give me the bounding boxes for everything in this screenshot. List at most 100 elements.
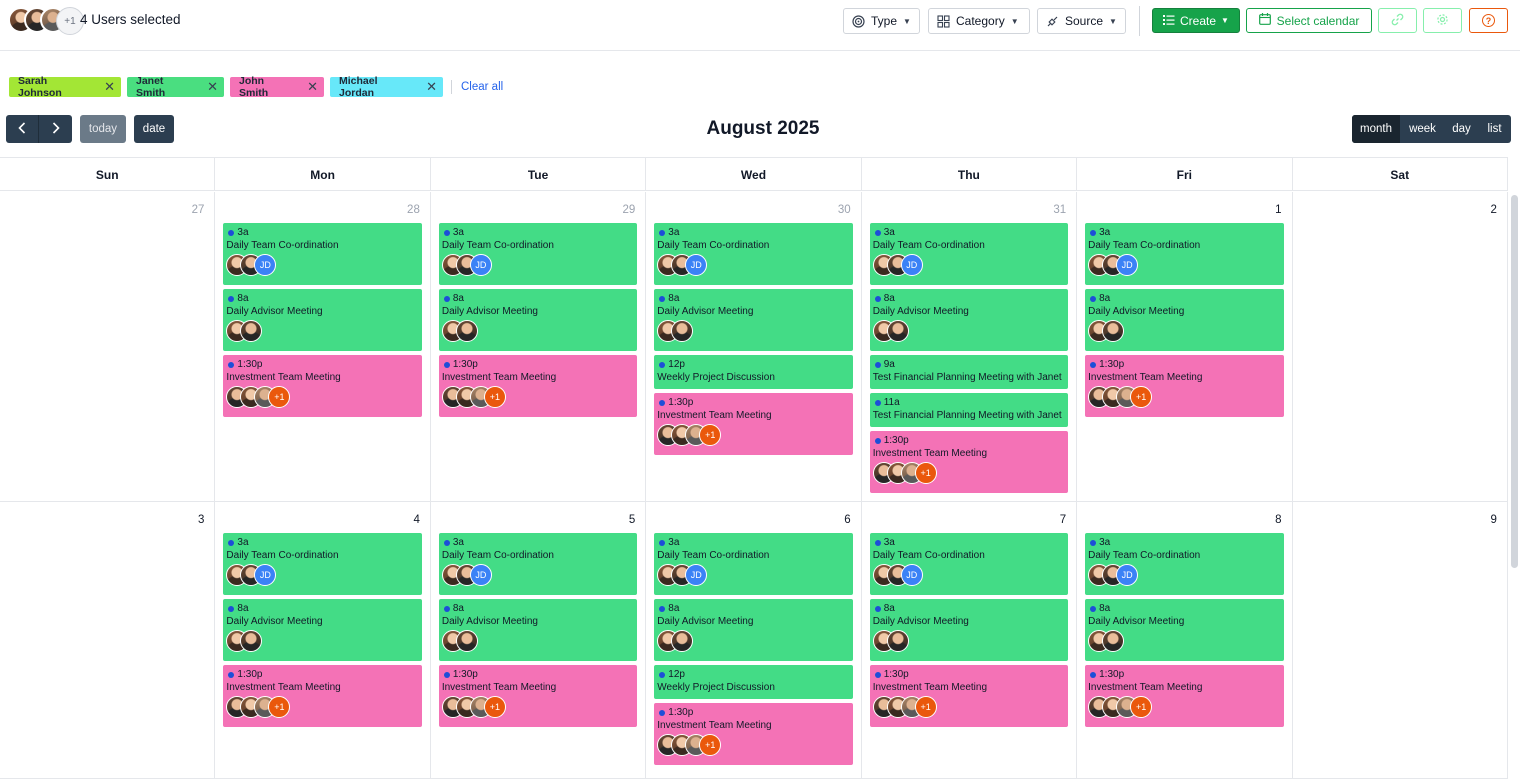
calendar-event[interactable]: 1:30p Investment Team Meeting +1	[869, 431, 1069, 493]
day-cell[interactable]: 7 3a Daily Team Co-ordination JD 8a Daily Adv…	[862, 502, 1078, 778]
event-dot-icon	[228, 671, 235, 678]
chip-label: Janet Smith	[136, 74, 166, 99]
day-cell[interactable]: 4 3a Daily Team Co-ordination JD 8a Daily Adv…	[215, 502, 431, 778]
selected-users-avatars[interactable]: +1	[8, 7, 84, 35]
help-button[interactable]: ?	[1469, 8, 1508, 33]
day-cell[interactable]: 2	[1293, 192, 1508, 501]
day-cell[interactable]: 28 3a Daily Team Co-ordination JD 8a Daily Ad…	[215, 192, 431, 501]
day-number[interactable]: 28	[407, 204, 420, 216]
clear-all-link[interactable]: Clear all	[461, 80, 504, 93]
calendar-event[interactable]: 8a Daily Advisor Meeting	[1085, 289, 1284, 351]
category-filter-button[interactable]: Category ▼	[928, 8, 1030, 34]
calendar-event[interactable]: 1:30p Investment Team Meeting +1	[223, 355, 422, 417]
calendar-event[interactable]: 1:30p Investment Team Meeting +1	[223, 665, 422, 727]
view-list-button[interactable]: list	[1487, 123, 1502, 135]
scrollbar[interactable]	[1511, 195, 1518, 568]
link-button[interactable]	[1378, 8, 1417, 33]
chip-michael-jordan[interactable]: Michael Jordan ✕	[330, 75, 443, 99]
close-icon[interactable]: ✕	[426, 78, 437, 94]
day-cell[interactable]: 27	[0, 192, 216, 501]
day-cell[interactable]: 29 3a Daily Team Co-ordination JD 8a Daily Ad…	[431, 192, 647, 501]
close-icon[interactable]: ✕	[207, 78, 218, 94]
day-number[interactable]: 27	[191, 204, 205, 216]
day-number[interactable]: 1	[1275, 204, 1282, 216]
day-number[interactable]: 9	[1490, 514, 1497, 526]
event-title: Daily Team Co-ordination	[226, 550, 339, 561]
calendar-event[interactable]: 3a Daily Team Co-ordination JD	[654, 223, 853, 285]
event-title: Daily Advisor Meeting	[872, 306, 969, 317]
calendar-event[interactable]: 8a Daily Advisor Meeting	[1085, 599, 1284, 661]
event-dot-icon	[443, 229, 450, 236]
today-button[interactable]: today	[80, 115, 126, 143]
event-dot-icon	[228, 229, 235, 236]
type-filter-button[interactable]: Type ▼	[843, 8, 920, 34]
calendar-event[interactable]: 8a Daily Advisor Meeting	[223, 289, 422, 351]
day-number[interactable]: 29	[622, 204, 636, 216]
day-cell[interactable]: 6 3a Daily Team Co-ordination JD 8a Daily Adv…	[646, 502, 862, 778]
calendar-event[interactable]: 1:30p Investment Team Meeting +1	[654, 393, 853, 455]
day-cell[interactable]: 3	[0, 502, 216, 778]
day-number[interactable]: 3	[198, 514, 205, 526]
calendar-event[interactable]: 3a Daily Team Co-ordination JD	[869, 223, 1069, 285]
calendar-event[interactable]: 8a Daily Advisor Meeting	[438, 289, 638, 351]
event-attendees	[441, 630, 634, 652]
settings-button[interactable]	[1423, 8, 1462, 33]
next-button[interactable]	[39, 115, 72, 143]
day-number[interactable]: 4	[413, 514, 420, 526]
calendar-event[interactable]: 8a Daily Advisor Meeting	[438, 599, 638, 661]
day-number[interactable]: 7	[1059, 514, 1067, 526]
calendar-event[interactable]: 1:30p Investment Team Meeting +1	[1085, 355, 1284, 417]
chip-sarah-johnson[interactable]: Sarah Johnson ✕	[9, 75, 121, 99]
prev-button[interactable]	[6, 115, 39, 143]
calendar-event[interactable]: 3a Daily Team Co-ordination JD	[438, 533, 638, 595]
calendar-event[interactable]: 3a Daily Team Co-ordination JD	[223, 223, 422, 285]
chip-john-smith[interactable]: John Smith ✕	[230, 75, 324, 99]
calendar-event[interactable]: 8a Daily Advisor Meeting	[223, 599, 422, 661]
calendar-event[interactable]: 1:30p Investment Team Meeting +1	[438, 355, 638, 417]
day-number[interactable]: 8	[1275, 514, 1282, 526]
create-button[interactable]: Create ▼	[1152, 8, 1240, 33]
close-icon[interactable]: ✕	[104, 78, 115, 94]
more-attendees-badge: +1	[914, 696, 937, 718]
date-button[interactable]: date	[134, 115, 174, 143]
chip-janet-smith[interactable]: Janet Smith ✕	[127, 74, 224, 99]
day-number[interactable]: 5	[628, 514, 636, 526]
calendar-event[interactable]: 8a Daily Advisor Meeting	[869, 289, 1069, 351]
calendar-event[interactable]: 3a Daily Team Co-ordination JD	[223, 533, 422, 595]
day-cell[interactable]: 1 3a Daily Team Co-ordination JD 8a Daily Adv…	[1077, 192, 1293, 501]
calendar-event[interactable]: 3a Daily Team Co-ordination JD	[869, 533, 1069, 595]
calendar-event[interactable]: 3a Daily Team Co-ordination JD	[438, 223, 638, 285]
day-number[interactable]: 31	[1053, 204, 1067, 216]
calendar-event[interactable]: 12p Weekly Project Discussion	[654, 355, 853, 389]
event-time-row: 3a	[442, 227, 634, 238]
day-cell[interactable]: 30 3a Daily Team Co-ordination JD 8a Daily Ad…	[646, 192, 862, 501]
source-filter-button[interactable]: Source ▼	[1037, 8, 1126, 34]
calendar-event[interactable]: 8a Daily Advisor Meeting	[654, 289, 853, 351]
day-cell[interactable]: 9	[1293, 502, 1508, 778]
day-cell[interactable]: 5 3a Daily Team Co-ordination JD 8a Daily Adv…	[431, 502, 647, 778]
more-attendees-badge: +1	[914, 462, 937, 484]
calendar-event[interactable]: 9a Test Financial Planning Meeting with J…	[869, 355, 1069, 389]
day-cell[interactable]: 8 3a Daily Team Co-ordination JD 8a Daily Adv…	[1077, 502, 1293, 778]
event-dot-icon	[659, 539, 666, 546]
calendar-event[interactable]: 3a Daily Team Co-ordination JD	[654, 533, 853, 595]
day-number[interactable]: 2	[1490, 204, 1497, 216]
calendar-event[interactable]: 3a Daily Team Co-ordination JD	[1085, 533, 1284, 595]
day-cell[interactable]: 31 3a Daily Team Co-ordination JD 8a Daily Ad…	[862, 192, 1078, 501]
calendar-event[interactable]: 1:30p Investment Team Meeting +1	[869, 665, 1069, 727]
close-icon[interactable]: ✕	[307, 78, 318, 94]
calendar-event[interactable]: 8a Daily Advisor Meeting	[869, 599, 1069, 661]
view-month-button[interactable]: month	[1352, 115, 1400, 143]
calendar-event[interactable]: 12p Weekly Project Discussion	[654, 665, 853, 699]
view-day-button[interactable]: day	[1452, 123, 1471, 135]
day-number[interactable]: 30	[837, 204, 851, 216]
calendar-event[interactable]: 1:30p Investment Team Meeting +1	[654, 703, 853, 765]
view-week-button[interactable]: week	[1409, 123, 1436, 135]
calendar-event[interactable]: 3a Daily Team Co-ordination JD	[1085, 223, 1284, 285]
select-calendar-button[interactable]: Select calendar	[1246, 8, 1372, 33]
calendar-event[interactable]: 1:30p Investment Team Meeting +1	[438, 665, 638, 727]
day-number[interactable]: 6	[844, 514, 851, 526]
calendar-event[interactable]: 8a Daily Advisor Meeting	[654, 599, 853, 661]
calendar-event[interactable]: 1:30p Investment Team Meeting +1	[1085, 665, 1284, 727]
calendar-event[interactable]: 11a Test Financial Planning Meeting with …	[869, 393, 1069, 427]
